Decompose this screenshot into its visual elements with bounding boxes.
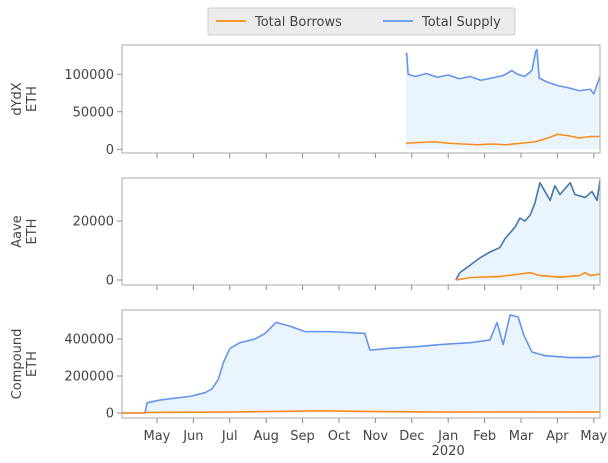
legend: Total Borrows Total Supply xyxy=(207,7,516,36)
y-axis-label: CompoundETH xyxy=(10,329,40,400)
x-tick-label: Apr xyxy=(546,429,569,444)
plot-area xyxy=(455,179,600,281)
plot-area xyxy=(122,314,600,414)
series-line xyxy=(122,314,600,414)
x-tick-label: May xyxy=(580,429,607,444)
series-line xyxy=(405,133,600,146)
x-tick-label: Nov xyxy=(363,429,389,444)
x-tick-label: Sep xyxy=(290,429,315,444)
y-tick-label: 0 xyxy=(106,407,114,422)
axes-frame xyxy=(121,177,601,286)
x-tick-label: May xyxy=(144,429,171,444)
y-tick-label: 400000 xyxy=(64,333,114,348)
y-tick-label: 100000 xyxy=(64,68,114,83)
series-group xyxy=(122,314,600,414)
y-tick-label: 0 xyxy=(106,273,114,288)
axes-frame xyxy=(121,309,601,419)
y-tick-label: 200000 xyxy=(64,370,114,385)
series-line xyxy=(405,48,600,95)
x-tick-label: Aug xyxy=(253,429,278,444)
supply-area xyxy=(455,179,600,280)
legend-label: Total Borrows xyxy=(254,15,342,30)
x-tick-label: Dec xyxy=(399,429,424,444)
series-group xyxy=(455,179,600,281)
y-axis-label: AaveETH xyxy=(10,215,40,248)
legend-box xyxy=(207,7,516,36)
x-tick-label: Jul xyxy=(221,429,238,444)
x-tick-label: Jan 2020 xyxy=(432,429,465,459)
y-tick-label: 50000 xyxy=(73,105,114,120)
legend-label: Total Supply xyxy=(421,15,501,30)
x-tick-label: Mar xyxy=(509,429,534,444)
y-tick-label: 20000 xyxy=(73,215,114,230)
series-group xyxy=(405,48,600,150)
x-tick-label: Oct xyxy=(328,429,350,444)
x-tick-label: Feb xyxy=(473,429,496,444)
y-axis-label: dYdXETH xyxy=(10,82,40,115)
supply-area xyxy=(122,314,600,414)
supply-area xyxy=(405,49,600,150)
series-line xyxy=(455,271,600,281)
plot-area xyxy=(405,48,600,150)
x-tick-label: Jun xyxy=(182,429,203,444)
y-tick-label: 0 xyxy=(106,143,114,158)
series-line xyxy=(455,179,600,281)
axes-frame xyxy=(121,44,601,154)
series-line xyxy=(122,409,600,414)
